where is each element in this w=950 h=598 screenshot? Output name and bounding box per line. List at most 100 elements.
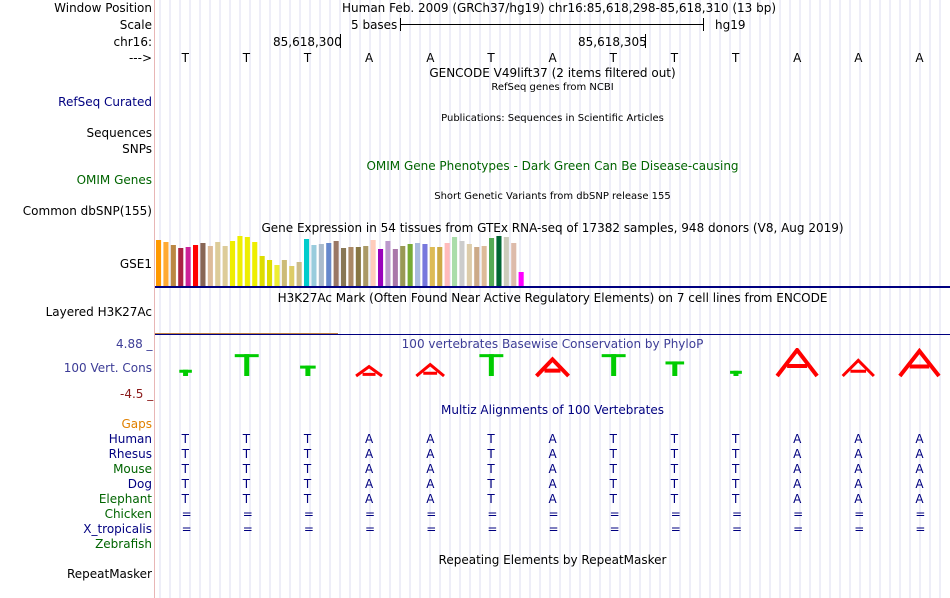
track-label-gtex[interactable]: GSE1 (119, 257, 152, 271)
h3k27ac-track-title[interactable]: H3K27Ac Mark (Often Found Near Active Re… (277, 291, 828, 305)
gtex-tissue-bar[interactable] (400, 246, 406, 286)
gtex-tissue-bar[interactable] (489, 238, 495, 286)
gtex-tissue-bar[interactable] (311, 245, 317, 286)
alignment-base: = (242, 507, 253, 521)
gtex-tissue-bar[interactable] (170, 245, 176, 286)
track-label-repeatmasker[interactable]: RepeatMasker (66, 567, 152, 581)
gtex-tissue-bar[interactable] (193, 245, 199, 286)
gtex-tissue-bar[interactable] (378, 249, 384, 286)
gtex-tissue-bar[interactable] (237, 236, 243, 286)
gtex-tissue-bar[interactable] (185, 247, 191, 286)
alignment-base: A (548, 462, 557, 476)
phylop-track-title[interactable]: 100 vertebrates Basewise Conservation by… (401, 337, 704, 351)
track-label-gaps[interactable]: Gaps (121, 417, 152, 431)
window-position-value: Human Feb. 2009 (GRCh37/hg19) chr16:85,6… (342, 1, 777, 15)
alignment-base: A (915, 462, 924, 476)
alignment-base: = (303, 507, 314, 521)
gtex-tissue-bar[interactable] (429, 247, 435, 286)
gtex-tissue-bar[interactable] (259, 256, 265, 286)
species-label[interactable]: Dog (127, 477, 152, 491)
track-label-snps[interactable]: SNPs (122, 142, 152, 156)
gtex-tissue-bar[interactable] (252, 242, 258, 286)
gtex-tissue-bar[interactable] (156, 240, 162, 286)
track-label-phylop[interactable]: 100 Vert. Cons (63, 361, 152, 375)
alignment-base: T (303, 477, 312, 491)
track-label-dbsnp[interactable]: Common dbSNP(155) (22, 204, 152, 218)
track-label-omim[interactable]: OMIM Genes (76, 173, 152, 187)
gtex-tissue-bar[interactable] (333, 241, 339, 286)
phylop-logo-a (355, 364, 383, 378)
refseq-track-subtitle[interactable]: RefSeq genes from NCBI (491, 82, 614, 93)
species-label[interactable]: Mouse (113, 462, 152, 476)
gtex-tissue-bar[interactable] (511, 243, 517, 286)
gtex-tissue-bar[interactable] (230, 241, 236, 286)
gtex-tissue-bar[interactable] (222, 246, 228, 286)
gtex-tissue-bar[interactable] (163, 242, 169, 286)
alignment-base: T (242, 432, 251, 446)
gtex-tissue-bar[interactable] (481, 246, 487, 286)
omim-track-title[interactable]: OMIM Gene Phenotypes - Dark Green Can Be… (366, 159, 739, 173)
repeatmasker-track-title[interactable]: Repeating Elements by RepeatMasker (438, 553, 667, 567)
alignment-base: = (670, 507, 681, 521)
gtex-tissue-bar[interactable] (444, 243, 450, 286)
species-label[interactable]: Elephant (98, 492, 152, 506)
gtex-tissue-bar[interactable] (370, 240, 376, 286)
gtex-tissue-bar[interactable] (503, 237, 509, 286)
alignment-base: A (548, 492, 557, 506)
gtex-tissue-bar[interactable] (267, 260, 273, 286)
gtex-tissue-bar[interactable] (348, 247, 354, 286)
gtex-tissue-bar[interactable] (466, 244, 472, 286)
track-label-h3k27ac[interactable]: Layered H3K27Ac (45, 305, 152, 319)
gtex-tissue-bar[interactable] (244, 237, 250, 286)
gtex-tissue-bar[interactable] (207, 246, 213, 286)
gtex-tissue-bar[interactable] (496, 236, 502, 286)
gtex-tissue-bar[interactable] (296, 262, 302, 286)
gtex-tissue-bar[interactable] (407, 244, 413, 286)
coord-tick-2 (645, 34, 646, 48)
gtex-tissue-bar[interactable] (459, 241, 465, 286)
gtex-tissue-bar[interactable] (437, 247, 443, 286)
alignment-base: A (426, 447, 435, 461)
reference-base: T (731, 51, 740, 65)
gtex-tissue-bar[interactable] (474, 247, 480, 286)
alignment-base: = (303, 522, 314, 536)
gtex-tissue-bar[interactable] (392, 249, 398, 286)
gencode-track-title[interactable]: GENCODE V49lift37 (2 items filtered out) (429, 66, 676, 80)
dbsnp-track-subtitle[interactable]: Short Genetic Variants from dbSNP releas… (434, 191, 671, 202)
multiz-track-title[interactable]: Multiz Alignments of 100 Vertebrates (440, 403, 665, 417)
gtex-tissue-bar[interactable] (200, 243, 206, 286)
alignment-base: A (854, 447, 863, 461)
gtex-tissue-bar[interactable] (363, 246, 369, 286)
gtex-track-title[interactable]: Gene Expression in 54 tissues from GTEx … (261, 221, 844, 235)
gtex-tissue-bar[interactable] (326, 243, 332, 286)
coord-tick-label-2: 85,618,305 (578, 35, 647, 49)
gtex-tissue-bar[interactable] (178, 248, 184, 286)
track-label-sequences[interactable]: Sequences (86, 126, 152, 140)
gtex-tissue-bar[interactable] (281, 260, 287, 286)
phylop-base-logos[interactable] (155, 348, 950, 382)
alignment-base: T (609, 432, 617, 446)
publications-track-subtitle[interactable]: Publications: Sequences in Scientific Ar… (441, 113, 664, 124)
gtex-tissue-bar[interactable] (289, 266, 295, 286)
gtex-tissue-bar[interactable] (274, 265, 280, 286)
species-label[interactable]: Zebrafish (95, 537, 152, 551)
gtex-tissue-bar[interactable] (318, 244, 324, 286)
species-label[interactable]: Rhesus (108, 447, 152, 461)
gtex-expression-bars[interactable] (155, 236, 950, 288)
gtex-tissue-bar[interactable] (422, 244, 428, 286)
gtex-tissue-bar[interactable] (452, 237, 458, 286)
reference-base: T (242, 51, 251, 65)
track-label-refseq[interactable]: RefSeq Curated (58, 95, 152, 109)
gtex-tissue-bar[interactable] (355, 247, 361, 286)
gtex-tissue-bar[interactable] (385, 241, 391, 286)
gtex-tissue-bar[interactable] (215, 242, 221, 286)
gtex-tissue-bar[interactable] (341, 248, 347, 286)
species-label[interactable]: Chicken (104, 507, 152, 521)
alignment-base: A (793, 492, 802, 506)
gtex-tissue-bar[interactable] (518, 272, 524, 286)
species-label[interactable]: X_tropicalis (83, 522, 152, 536)
gtex-tissue-bar[interactable] (415, 243, 421, 286)
gtex-tissue-bar[interactable] (304, 239, 310, 286)
alignment-base: = (915, 507, 926, 521)
species-label[interactable]: Human (108, 432, 152, 446)
